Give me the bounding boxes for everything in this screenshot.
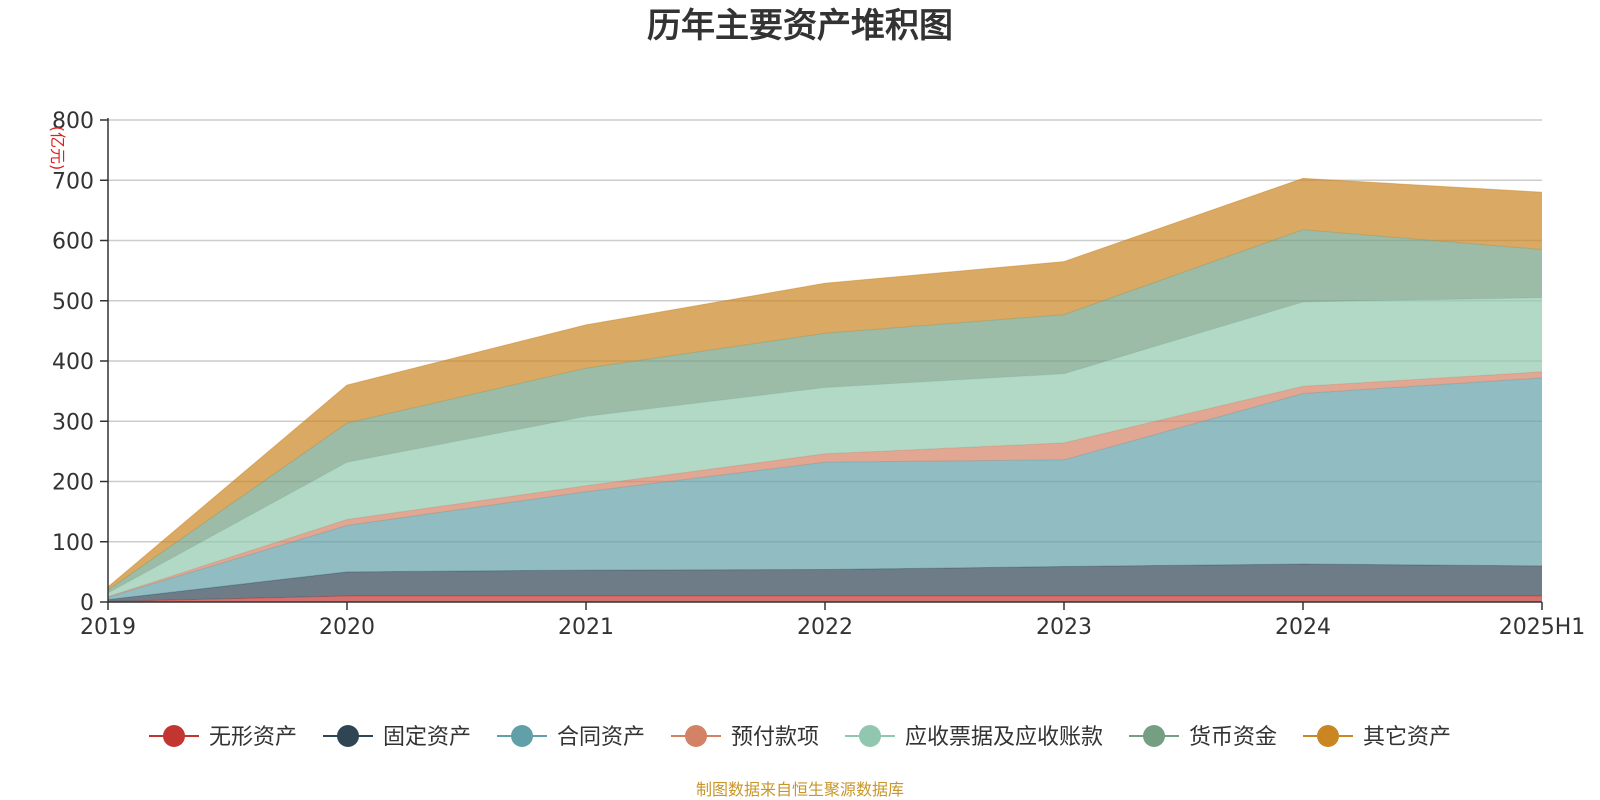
y-tick-label: 500 (52, 290, 94, 315)
legend: 无形资产 固定资产 合同资产 预付款项 应收票据及应收账款 货币资金 其它资产 (149, 725, 1451, 750)
legend-item-2[interactable]: 合同资产 (497, 725, 645, 750)
legend-item-5[interactable]: 货币资金 (1129, 725, 1277, 750)
chart-title: 历年主要资产堆积图 (647, 6, 953, 46)
legend-circle-marker (163, 725, 185, 747)
x-tick-label: 2023 (1036, 615, 1092, 640)
legend-circle-marker (511, 725, 533, 747)
area-series-edge-6 (107, 177, 1543, 588)
y-tick-label: 200 (52, 471, 94, 496)
y-tick-label: 600 (52, 230, 94, 255)
area-series-1 (108, 564, 1542, 602)
area-series-2 (108, 377, 1542, 600)
legend-item-0[interactable]: 无形资产 (149, 725, 297, 750)
x-tick-label: 2019 (80, 615, 136, 640)
legend-label: 货币资金 (1189, 725, 1277, 750)
legend-item-3[interactable]: 预付款项 (671, 725, 819, 750)
y-tick-label: 400 (52, 350, 94, 375)
area-series-4 (108, 297, 1542, 597)
legend-circle-marker (859, 725, 881, 747)
area-series-5 (108, 229, 1542, 593)
x-tick-label: 2020 (319, 615, 375, 640)
data-source-note: 制图数据来自恒生聚源数据库 (696, 780, 904, 799)
legend-circle-marker (1317, 725, 1339, 747)
legend-label: 其它资产 (1363, 725, 1451, 750)
legend-label: 合同资产 (557, 725, 645, 750)
legend-circle-marker (337, 725, 359, 747)
x-tick-label: 2021 (558, 615, 614, 640)
legend-label: 应收票据及应收账款 (905, 725, 1103, 750)
y-axis-unit: (亿元) (48, 126, 67, 171)
legend-item-1[interactable]: 固定资产 (323, 725, 471, 750)
legend-label: 固定资产 (383, 725, 471, 750)
area-series-0 (108, 596, 1542, 602)
legend-circle-marker (1143, 725, 1165, 747)
axes: 0 100 200 300 400 500 600 700 800 2019 2020 2021 202… (52, 109, 1585, 640)
y-tick-label: 0 (80, 591, 94, 616)
y-tick-label: 800 (52, 109, 94, 134)
legend-item-4[interactable]: 应收票据及应收账款 (845, 725, 1103, 750)
series-areas (107, 177, 1543, 602)
legend-label: 无形资产 (209, 725, 297, 750)
y-tick-label: 300 (52, 410, 94, 435)
area-series-6 (108, 178, 1542, 590)
y-tick-label: 100 (52, 531, 94, 556)
legend-item-6[interactable]: 其它资产 (1303, 725, 1451, 750)
y-tick-label: 700 (52, 169, 94, 194)
x-tick-label: 2025H1 (1499, 615, 1586, 640)
x-tick-label: 2022 (797, 615, 853, 640)
legend-circle-marker (685, 725, 707, 747)
x-tick-label: 2024 (1275, 615, 1331, 640)
legend-label: 预付款项 (731, 725, 819, 750)
